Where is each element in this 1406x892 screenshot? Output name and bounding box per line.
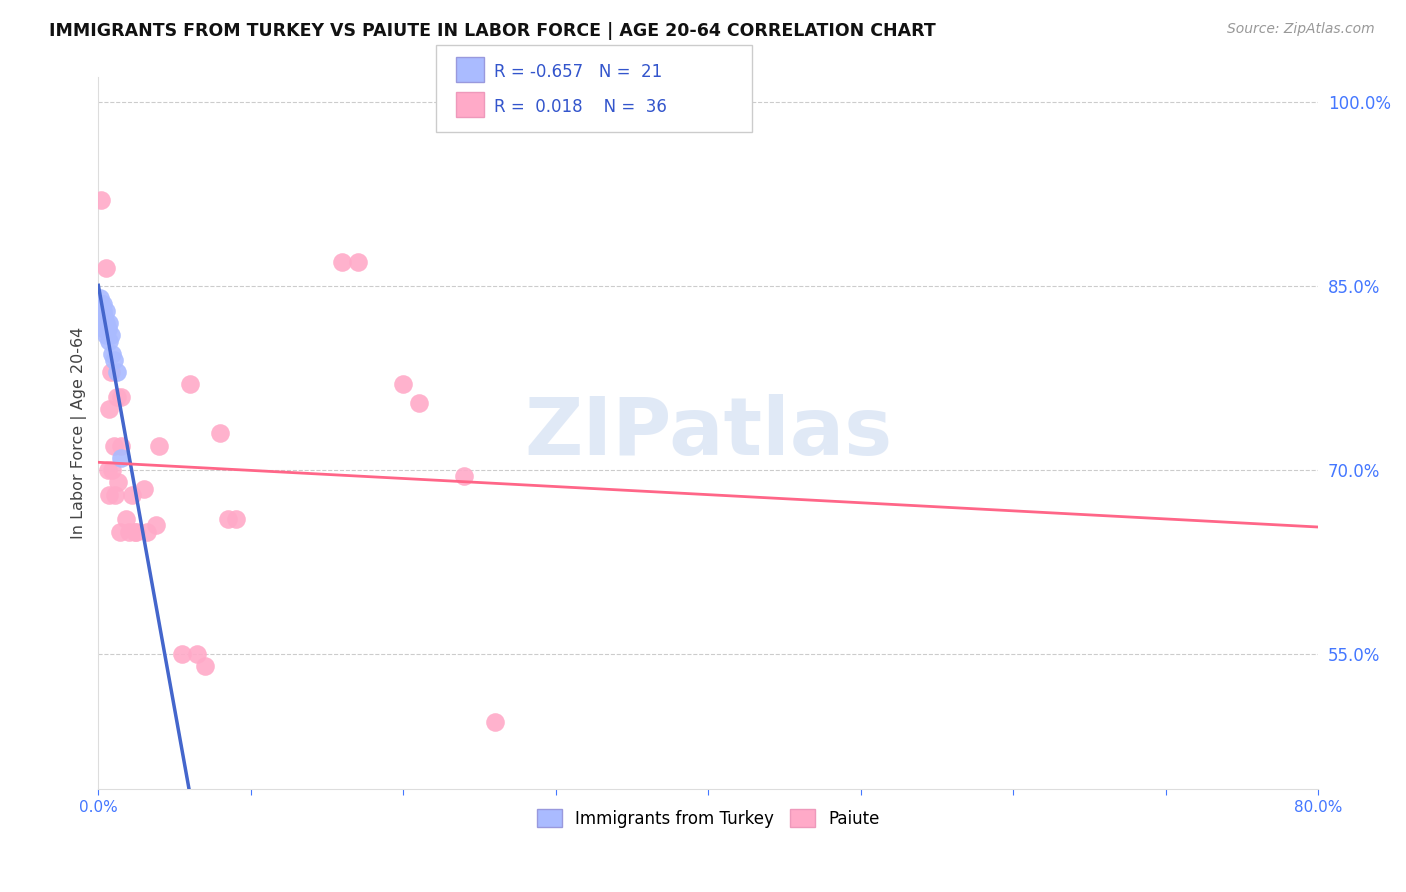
Point	[145, 518, 167, 533]
Point	[118, 524, 141, 539]
Text: R = -0.657   N =  21: R = -0.657 N = 21	[494, 63, 662, 81]
Point	[103, 352, 125, 367]
Point	[103, 439, 125, 453]
Point	[101, 463, 124, 477]
Text: IMMIGRANTS FROM TURKEY VS PAIUTE IN LABOR FORCE | AGE 20-64 CORRELATION CHART: IMMIGRANTS FROM TURKEY VS PAIUTE IN LABO…	[49, 22, 936, 40]
Point	[98, 488, 121, 502]
Point	[225, 512, 247, 526]
Point	[124, 524, 146, 539]
Point	[408, 395, 430, 409]
Point	[108, 524, 131, 539]
Text: ZIPatlas: ZIPatlas	[524, 394, 893, 473]
Point	[94, 328, 117, 343]
Point	[93, 310, 115, 324]
Point	[453, 469, 475, 483]
Point	[209, 426, 232, 441]
Point	[179, 377, 201, 392]
Point	[100, 365, 122, 379]
Point	[346, 254, 368, 268]
Point	[96, 322, 118, 336]
Point	[98, 401, 121, 416]
Point	[104, 488, 127, 502]
Point	[100, 328, 122, 343]
Point	[94, 260, 117, 275]
Point	[89, 291, 111, 305]
Text: Source: ZipAtlas.com: Source: ZipAtlas.com	[1227, 22, 1375, 37]
Point	[90, 310, 112, 324]
Point	[125, 524, 148, 539]
Point	[98, 334, 121, 349]
Point	[392, 377, 415, 392]
Point	[91, 316, 114, 330]
Point	[105, 390, 128, 404]
Point	[98, 316, 121, 330]
Point	[89, 297, 111, 311]
Text: R =  0.018    N =  36: R = 0.018 N = 36	[494, 98, 666, 116]
Point	[172, 647, 194, 661]
Point	[194, 659, 217, 673]
Point	[101, 346, 124, 360]
Legend: Immigrants from Turkey, Paiute: Immigrants from Turkey, Paiute	[530, 803, 887, 834]
Point	[107, 475, 129, 490]
Point	[91, 297, 114, 311]
Point	[96, 463, 118, 477]
Point	[90, 297, 112, 311]
Point	[121, 488, 143, 502]
Point	[186, 647, 208, 661]
Y-axis label: In Labor Force | Age 20-64: In Labor Force | Age 20-64	[72, 327, 87, 540]
Point	[110, 450, 132, 465]
Point	[110, 439, 132, 453]
Point	[217, 512, 239, 526]
Point	[105, 365, 128, 379]
Point	[90, 303, 112, 318]
Point	[110, 390, 132, 404]
Point	[148, 439, 170, 453]
Point	[114, 512, 136, 526]
Point	[132, 482, 155, 496]
Point	[90, 193, 112, 207]
Point	[94, 316, 117, 330]
Point	[91, 303, 114, 318]
Point	[94, 303, 117, 318]
Point	[484, 714, 506, 729]
Point	[330, 254, 353, 268]
Point	[136, 524, 159, 539]
Point	[93, 322, 115, 336]
